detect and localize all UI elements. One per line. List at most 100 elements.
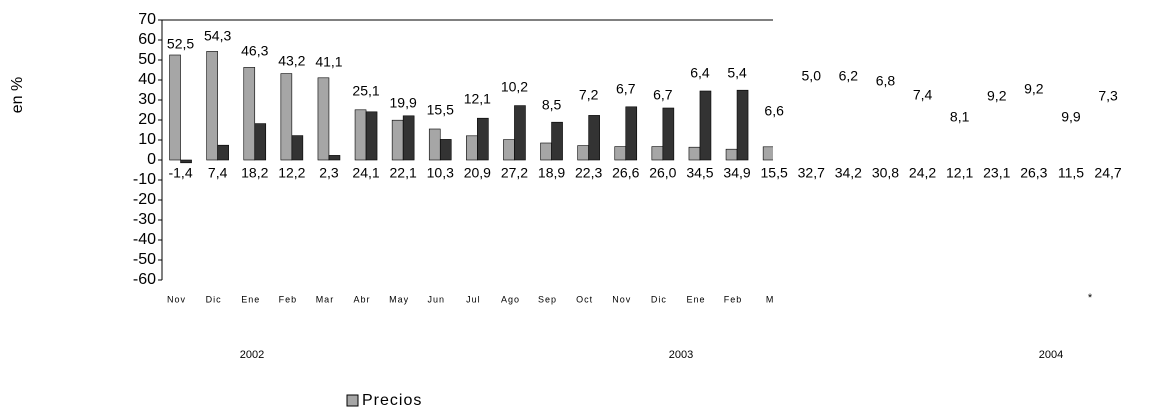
data-label: 26,3 — [1020, 165, 1047, 181]
y-tick-label: -40 — [133, 231, 156, 248]
data-label: 18,2 — [241, 165, 268, 181]
data-label: 32,7 — [798, 165, 825, 181]
bar — [217, 144, 229, 161]
y-tick-label: 0 — [147, 151, 156, 168]
x-tick-label: Dic — [651, 294, 667, 304]
data-label: 6,8 — [876, 73, 896, 89]
y-tick-label: -50 — [133, 251, 156, 268]
data-label: 24,7 — [1094, 165, 1121, 181]
data-label: 34,5 — [686, 165, 713, 181]
bar — [391, 119, 404, 161]
bar — [949, 144, 960, 160]
y-tick-label: 70 — [138, 11, 156, 28]
data-label: 24,2 — [909, 165, 936, 181]
data-label: 5,0 — [802, 68, 822, 84]
data-label: 6,4 — [690, 65, 710, 81]
y-tick-label: 40 — [138, 71, 156, 88]
data-label: 12,1 — [464, 91, 491, 107]
y-tick-label: 20 — [138, 111, 156, 128]
data-label: 15,5 — [427, 102, 454, 118]
bar — [1023, 142, 1034, 160]
data-label: 43,2 — [278, 53, 305, 69]
bar — [291, 135, 304, 161]
legend-swatch — [346, 394, 359, 407]
bar — [551, 121, 563, 161]
bar — [614, 146, 627, 161]
bar — [662, 107, 675, 161]
bar — [169, 54, 181, 161]
data-label: -1,4 — [168, 165, 192, 181]
data-label: 25,1 — [352, 83, 379, 99]
bar — [477, 117, 489, 161]
bar — [1097, 145, 1108, 160]
data-label: 2,3 — [319, 165, 339, 181]
bar — [503, 139, 515, 161]
bar — [206, 51, 218, 161]
data-label: 30,8 — [872, 165, 899, 181]
y-tick-label: -10 — [133, 171, 156, 188]
x-tick-label: Jun — [427, 294, 445, 304]
year-label: 2004 — [1039, 349, 1063, 361]
data-label: 54,3 — [204, 28, 231, 44]
x-tick-label: May — [389, 294, 409, 304]
bar — [997, 114, 1008, 160]
data-label: 7,4 — [208, 165, 228, 181]
bar — [428, 128, 441, 161]
bar — [1108, 111, 1119, 160]
data-label: 12,1 — [946, 165, 973, 181]
data-label: 52,5 — [167, 36, 194, 52]
bar — [1060, 140, 1071, 160]
year-label: 2002 — [240, 349, 264, 361]
bar — [874, 146, 885, 160]
x-tick-label: Jul — [466, 294, 481, 304]
y-tick-label: -60 — [133, 271, 156, 288]
y-axis-label: en % — [9, 77, 26, 113]
bar — [317, 77, 330, 161]
bar — [466, 135, 478, 161]
y-tick-label: -30 — [133, 211, 156, 228]
bar — [625, 106, 638, 161]
x-tick-label: Nov — [612, 294, 631, 304]
bar — [811, 95, 822, 160]
bar — [986, 142, 997, 160]
data-label: 22,1 — [390, 165, 417, 181]
x-tick-label: Feb — [724, 294, 743, 304]
bar — [800, 150, 811, 160]
data-label: 6,6 — [764, 103, 784, 119]
data-label: 26,0 — [649, 165, 676, 181]
bar — [540, 142, 552, 161]
data-label: 27,2 — [501, 165, 528, 181]
bar — [577, 145, 589, 161]
bar — [514, 105, 526, 161]
x-tick-label: Sep — [538, 294, 557, 304]
data-label: 23,1 — [983, 165, 1010, 181]
note: * — [1088, 292, 1093, 304]
x-tick-label: Ago — [501, 294, 520, 304]
data-label: 46,3 — [241, 43, 268, 59]
bar — [736, 89, 749, 161]
bar — [848, 92, 859, 160]
x-tick-label: Ene — [686, 294, 705, 304]
bar — [762, 146, 773, 161]
data-label: 22,3 — [575, 165, 602, 181]
data-label: 11,5 — [1058, 165, 1084, 181]
bar — [1034, 107, 1045, 160]
data-label: 10,3 — [427, 165, 454, 181]
x-tick-label: Abr — [354, 294, 371, 304]
y-tick-label: 30 — [138, 91, 156, 108]
bar — [688, 146, 701, 161]
y-tick-label: 60 — [138, 31, 156, 48]
data-label: 7,2 — [579, 87, 599, 103]
bar — [588, 115, 600, 161]
bar — [651, 146, 664, 161]
data-label: 41,1 — [315, 54, 342, 70]
y-tick-label: 10 — [138, 131, 156, 148]
bar — [280, 73, 293, 161]
y-tick-label: 50 — [138, 51, 156, 68]
bar — [180, 159, 192, 164]
data-label: 34,9 — [723, 165, 750, 181]
data-label: 24,1 — [352, 165, 379, 181]
bar — [912, 145, 923, 160]
data-label: 9,2 — [987, 88, 1007, 104]
